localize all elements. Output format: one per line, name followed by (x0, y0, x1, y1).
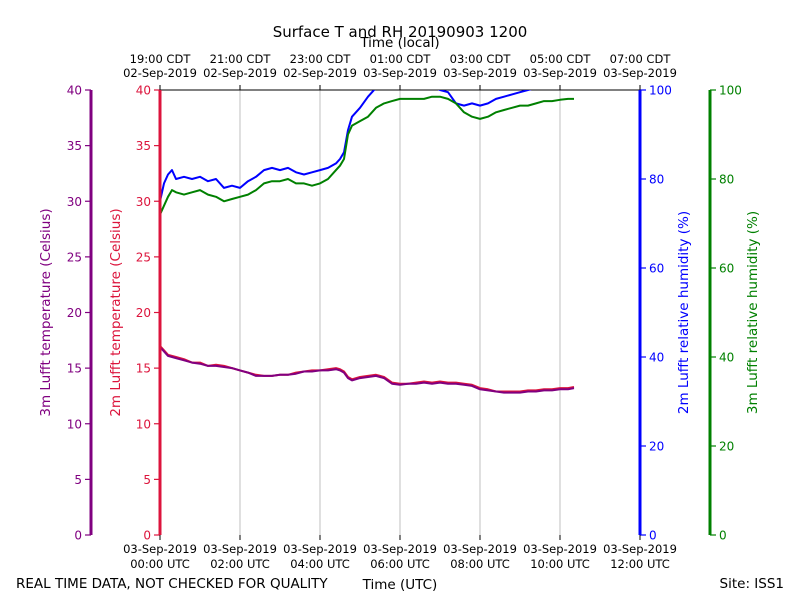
x-tick-date: 03-Sep-2019 (123, 542, 197, 556)
tick-label: 35 (136, 139, 151, 153)
top-tick-date: 03-Sep-2019 (523, 66, 597, 80)
tick-label: 10 (67, 417, 82, 431)
tick-label: 20 (67, 306, 82, 320)
series-line-t3m (160, 346, 575, 394)
top-tick-time: 23:00 CDT (290, 52, 352, 66)
series-line-rh3m (160, 95, 574, 216)
x-tick-time: 10:00 UTC (530, 557, 590, 571)
tick-label: 15 (136, 362, 151, 376)
top-tick-time: 05:00 CDT (530, 52, 592, 66)
top-tick-date: 03-Sep-2019 (443, 66, 517, 80)
top-tick-date: 02-Sep-2019 (203, 66, 277, 80)
top-tick-date: 03-Sep-2019 (603, 66, 677, 80)
tick-label: 25 (67, 250, 82, 264)
tick-label: 30 (67, 195, 82, 209)
x-tick-time: 00:00 UTC (130, 557, 190, 571)
axis-label: 3m Lufft temperature (Celsius) (38, 208, 54, 416)
quality-disclaimer: REAL TIME DATA, NOT CHECKED FOR QUALITY (16, 576, 328, 592)
tick-label: 40 (136, 84, 151, 98)
x-tick-time: 12:00 UTC (610, 557, 670, 571)
tick-label: 0 (74, 529, 82, 543)
xlabel: Time (UTC) (362, 577, 438, 593)
y-axis-t3m: 0 5 10 15 20 25 30 35 40 3m Lufft temperature (Ce… (38, 84, 93, 543)
tick-label: 20 (719, 440, 734, 454)
x-tick-time: 02:00 UTC (210, 557, 270, 571)
tick-label: 0 (649, 529, 657, 543)
x-tick-time: 06:00 UTC (370, 557, 430, 571)
tick-label: 5 (143, 473, 151, 487)
top-tick-date: 02-Sep-2019 (123, 66, 197, 80)
axis-label: 3m Lufft relative humidity (%) (745, 211, 761, 414)
tick-label: 40 (649, 351, 664, 365)
tick-label: 20 (649, 440, 664, 454)
top-axis-label: Time (local) (359, 35, 439, 51)
y-axis-rh3m: 0 20 40 60 80 100 3m Lufft relative humidity (… (708, 84, 761, 543)
top-tick-time: 07:00 CDT (610, 52, 672, 66)
tick-label: 20 (136, 306, 151, 320)
tick-label: 0 (143, 529, 151, 543)
tick-label: 100 (719, 84, 742, 98)
tick-label: 15 (67, 362, 82, 376)
top-tick-time: 19:00 CDT (130, 52, 192, 66)
top-tick-time: 03:00 CDT (450, 52, 512, 66)
grid (239, 90, 561, 535)
x-tick-date: 03-Sep-2019 (523, 542, 597, 556)
axis-label: 2m Lufft temperature (Celsius) (108, 208, 124, 416)
top-tick-time: 01:00 CDT (370, 52, 432, 66)
tick-label: 80 (719, 173, 734, 187)
series-layer (160, 90, 575, 394)
x-tick-date: 03-Sep-2019 (283, 542, 357, 556)
top-tick-date: 03-Sep-2019 (363, 66, 437, 80)
y-axis-rh2m: 0 20 40 60 80 100 2m Lufft relative humidity (… (638, 84, 692, 543)
chart-title: Surface T and RH 20190903 1200 (273, 23, 528, 41)
tick-label: 35 (67, 139, 82, 153)
x-tick-date: 03-Sep-2019 (203, 542, 277, 556)
x-tick-date: 03-Sep-2019 (443, 542, 517, 556)
tick-label: 5 (74, 473, 82, 487)
site-label: Site: ISS1 (720, 576, 784, 592)
tick-label: 10 (136, 417, 151, 431)
tick-label: 60 (719, 262, 734, 276)
y-axis-t2m: 0 5 10 15 20 25 30 35 40 2m Lufft temperature (Ce… (108, 84, 162, 543)
tick-label: 80 (649, 173, 664, 187)
tick-label: 0 (719, 529, 727, 543)
axis-label: 2m Lufft relative humidity (%) (676, 211, 692, 414)
tick-label: 25 (136, 250, 151, 264)
top-tick-date: 02-Sep-2019 (283, 66, 357, 80)
axes-layer: 0 5 10 15 20 25 30 35 40 3m Lufft temperature (Ce… (38, 84, 761, 543)
tick-label: 30 (136, 195, 151, 209)
x-tick-time: 08:00 UTC (450, 557, 510, 571)
tick-label: 40 (67, 84, 82, 98)
tick-label: 60 (649, 262, 664, 276)
tick-label: 40 (719, 351, 734, 365)
tick-label: 100 (649, 84, 672, 98)
x-tick-date: 03-Sep-2019 (603, 542, 677, 556)
top-tick-time: 21:00 CDT (210, 52, 272, 66)
x-tick-time: 04:00 UTC (290, 557, 350, 571)
x-tick-date: 03-Sep-2019 (363, 542, 437, 556)
series-line-rh2m (160, 90, 532, 202)
